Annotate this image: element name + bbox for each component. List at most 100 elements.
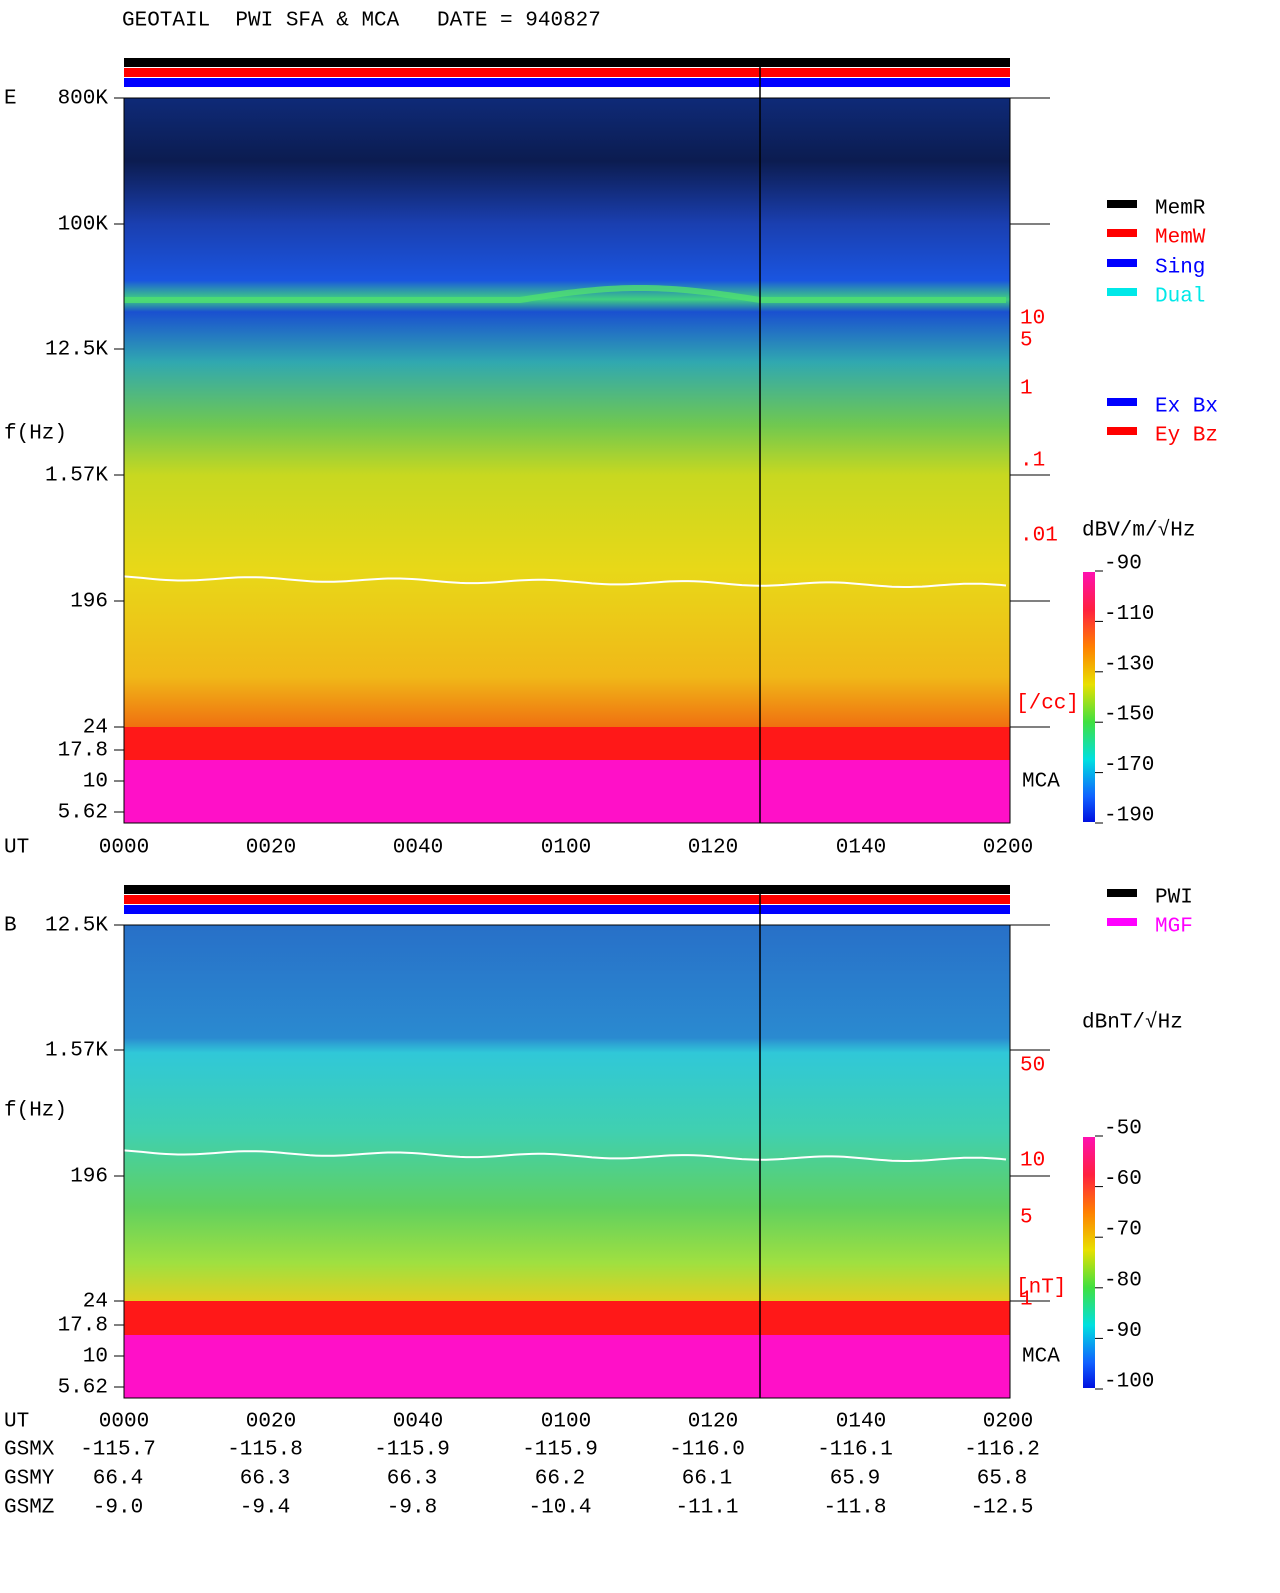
mca-label: MCA [1022, 1346, 1060, 1369]
mca-band [124, 1335, 1010, 1398]
orbit-value: 65.9 [830, 1468, 880, 1491]
plasma-line [124, 285, 1006, 303]
colorbar-unit: dBnT/√Hz [1082, 1011, 1183, 1035]
legend-swatch [1107, 200, 1137, 208]
y-tick-label: 196 [70, 1166, 108, 1189]
x-tick-label: 0140 [836, 1411, 886, 1434]
x-tick-label: 0040 [393, 1411, 443, 1434]
y-axis-label: f(Hz) [4, 423, 67, 446]
y-tick-label: 12.5K [45, 339, 108, 362]
y-tick-label: 10 [83, 1346, 108, 1369]
orbit-value: -9.4 [240, 1497, 290, 1520]
x-tick-label: 0140 [836, 837, 886, 860]
orbit-value: -116.0 [669, 1439, 745, 1462]
density-trace [123, 1149, 1007, 1162]
orbit-value: -9.0 [93, 1497, 143, 1520]
mca-label: MCA [1022, 771, 1060, 794]
x-tick-label: 0200 [983, 1411, 1033, 1434]
orbit-value: -9.8 [387, 1497, 437, 1520]
density-scale: 50 [1020, 1055, 1045, 1078]
legend-label: MemW [1155, 227, 1206, 250]
colorbar-tick-label: -110 [1104, 603, 1154, 626]
colorbar-tick-label: -90 [1104, 1320, 1142, 1343]
y-tick-label: 100K [58, 214, 109, 237]
x-tick-label: 0000 [99, 837, 149, 860]
status-bar [124, 58, 1010, 67]
x-tick-label: 0120 [688, 837, 738, 860]
colorbar [1083, 1137, 1095, 1388]
mca-band [124, 760, 1010, 823]
legend-swatch [1107, 259, 1137, 267]
x-tick-label: 0020 [246, 1411, 296, 1434]
frame [123, 97, 1011, 824]
x-tick-label: 0100 [541, 1411, 591, 1434]
density-scale: 10 [1020, 308, 1045, 331]
y-tick-label: 17.8 [58, 1315, 108, 1338]
status-bar [124, 905, 1010, 914]
colorbar [1083, 572, 1095, 822]
orbit-value: -10.4 [528, 1497, 591, 1520]
mca-band [124, 727, 1010, 760]
panel-label: E [4, 88, 17, 111]
density-scale: 5 [1020, 1207, 1033, 1230]
orbit-value: 66.1 [682, 1468, 732, 1491]
legend-swatch [1107, 427, 1137, 435]
density-scale: 1 [1020, 378, 1033, 401]
colorbar-tick-label: -100 [1104, 1371, 1154, 1394]
orbit-label: GSMY [4, 1468, 55, 1491]
y-tick-label: 24 [83, 1291, 108, 1314]
status-bar [124, 885, 1010, 894]
legend-label: PWI [1155, 887, 1193, 910]
orbit-value: 66.3 [240, 1468, 290, 1491]
x-tick-label: 0100 [541, 837, 591, 860]
x-tick-label: 0120 [688, 1411, 738, 1434]
legend-label: Dual [1155, 286, 1205, 309]
y-tick-label: 17.8 [58, 740, 108, 763]
density-scale: [/cc] [1016, 693, 1079, 716]
y-tick-label: 1.57K [45, 1040, 108, 1063]
y-tick-label: 1.57K [45, 465, 108, 488]
x-axis-label: UT [4, 1411, 29, 1434]
colorbar-unit: dBV/m/√Hz [1082, 519, 1195, 543]
colorbar-tick-label: -80 [1104, 1269, 1142, 1292]
colorbar-tick-label: -130 [1104, 653, 1154, 676]
frame [123, 924, 1011, 1399]
x-tick-label: 0040 [393, 837, 443, 860]
orbit-label: GSMZ [4, 1497, 54, 1520]
legend-swatch [1107, 229, 1137, 237]
legend-swatch [1107, 889, 1137, 897]
y-tick-label: 5.62 [58, 802, 108, 825]
orbit-value: -115.9 [374, 1439, 450, 1462]
orbit-value: -11.1 [675, 1497, 738, 1520]
legend-label: MemR [1155, 198, 1206, 221]
orbit-value: 66.2 [535, 1468, 585, 1491]
y-tick-label: 24 [83, 717, 108, 740]
colorbar-tick-label: -170 [1104, 754, 1154, 777]
colorbar-tick-label: -150 [1104, 704, 1154, 727]
y-axis-label: f(Hz) [4, 1100, 67, 1123]
legend-label: Sing [1155, 257, 1205, 280]
orbit-label: GSMX [4, 1439, 55, 1462]
density-scale: 5 [1020, 330, 1033, 353]
density-scale: .1 [1020, 450, 1045, 473]
spectrogram [124, 925, 1010, 1301]
x-tick-label: 0200 [983, 837, 1033, 860]
legend-swatch [1107, 918, 1137, 926]
density-trace [123, 575, 1007, 588]
orbit-value: -115.9 [522, 1439, 598, 1462]
title: GEOTAIL PWI SFA & MCA DATE = 940827 [122, 10, 601, 33]
status-bar [124, 78, 1010, 87]
orbit-value: 66.4 [93, 1468, 143, 1491]
y-tick-label: 800K [58, 88, 109, 111]
status-bar [124, 895, 1010, 904]
x-axis-label: UT [4, 837, 29, 860]
panel-label: B [4, 915, 17, 938]
orbit-value: 66.3 [387, 1468, 437, 1491]
density-scale: 10 [1020, 1150, 1045, 1173]
colorbar-tick-label: -90 [1104, 553, 1142, 576]
legend-label: Ex Bx [1155, 396, 1218, 419]
y-tick-label: 196 [70, 591, 108, 614]
mca-band [124, 1301, 1010, 1335]
orbit-value: 65.8 [977, 1468, 1027, 1491]
